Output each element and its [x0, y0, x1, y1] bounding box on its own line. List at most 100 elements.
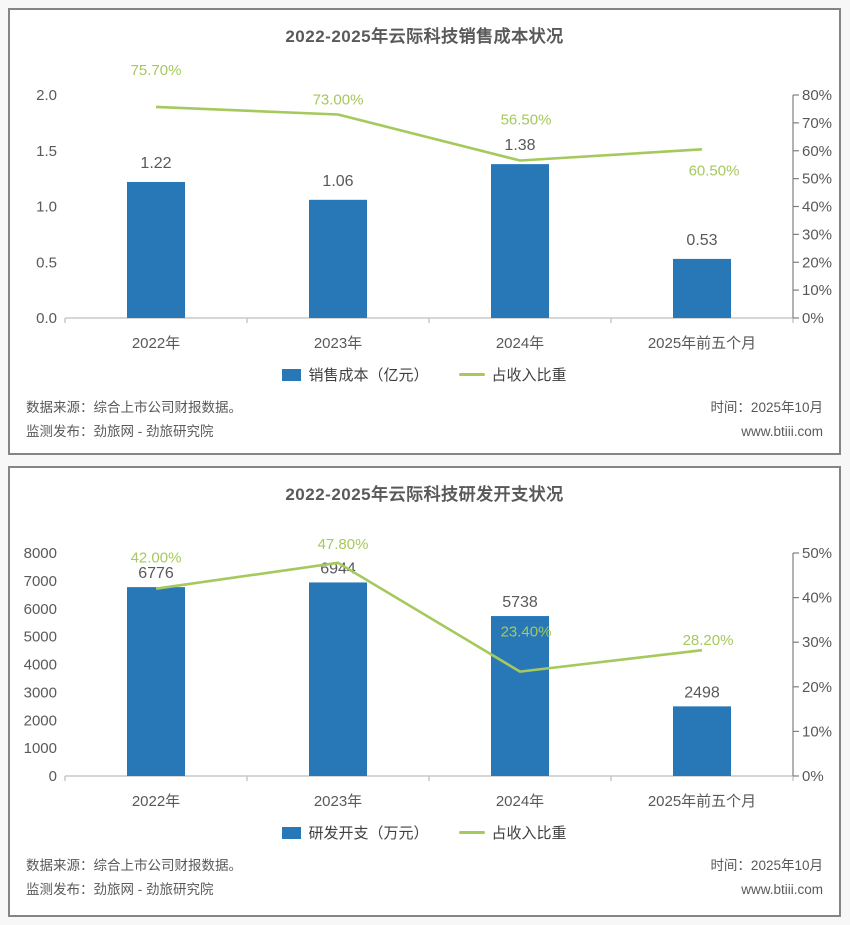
- bar: [491, 164, 549, 318]
- right-axis-tick-label: 80%: [802, 87, 832, 104]
- bar-swatch-icon: [282, 826, 302, 839]
- x-axis-labels: 2022年 2023年 2024年 2025年前五个月: [132, 335, 756, 352]
- right-axis-tick-label: 50%: [802, 171, 832, 188]
- right-axis-tick-label: 10%: [802, 282, 832, 299]
- right-axis-tick-label: 50%: [802, 545, 832, 562]
- bar-swatch-icon: [282, 368, 302, 381]
- legend-item-bar: 研发开支（万元）: [282, 822, 429, 843]
- x-category-label: 2025年前五个月: [648, 335, 756, 352]
- left-axis-tick-label: 1.5: [36, 143, 57, 160]
- footer-left: 数据来源：综合上市公司财报数据。 监测发布：劲旅网 - 劲旅研究院: [26, 854, 242, 902]
- right-axis-tick-label: 20%: [802, 254, 832, 271]
- left-axis-tick-label: 5000: [24, 629, 57, 646]
- line-swatch-icon: [458, 831, 485, 834]
- left-axis-tick-label: 4000: [24, 657, 57, 674]
- footer-left: 数据来源：综合上市公司财报数据。 监测发布：劲旅网 - 劲旅研究院: [26, 396, 242, 444]
- publisher-text: 监测发布：劲旅网 - 劲旅研究院: [26, 424, 214, 439]
- right-axis-tick-label: 70%: [802, 115, 832, 132]
- line-point-label: 75.70%: [131, 62, 182, 79]
- bars-group: 1.22 1.06 1.38 0.53: [127, 137, 731, 318]
- chart-title-rnd-spending: 2022-2025年云际科技研发开支状况: [285, 485, 564, 504]
- bar-value-label: 6776: [138, 565, 174, 582]
- line-point-label: 28.20%: [683, 632, 734, 649]
- chart-footer: 数据来源：综合上市公司财报数据。 监测发布：劲旅网 - 劲旅研究院 时间：202…: [10, 854, 839, 902]
- legend-sales-cost: 销售成本（亿元） 占收入比重: [10, 364, 839, 385]
- line-point-label: 42.00%: [131, 550, 182, 567]
- x-axis-labels: 2022年 2023年 2024年 2025年前五个月: [132, 793, 756, 810]
- left-axis-tick-label: 0: [49, 768, 57, 785]
- legend-label-bar: 研发开支（万元）: [308, 825, 429, 842]
- bar-value-label: 1.22: [140, 155, 171, 172]
- bar: [491, 616, 549, 776]
- time-text: 时间：2025年10月: [710, 400, 823, 415]
- bar-value-label: 5738: [502, 594, 538, 611]
- bar: [673, 706, 731, 776]
- right-axis-tick-label: 10%: [802, 723, 832, 740]
- left-axis: 0 1000 2000 3000 4000 5000 6000 7000 8000: [24, 545, 57, 785]
- line-point-label: 56.50%: [501, 112, 552, 129]
- footer-right: 时间：2025年10月 www.btiii.com: [710, 854, 823, 902]
- legend-label-line: 占收入比重: [491, 825, 567, 842]
- right-axis-tick-label: 60%: [802, 143, 832, 160]
- x-category-label: 2023年: [314, 793, 362, 810]
- bar: [309, 199, 367, 318]
- line-series: 42.00% 47.80% 23.40% 28.20%: [131, 536, 734, 673]
- left-axis-tick-label: 7000: [24, 573, 57, 590]
- x-category-label: 2022年: [132, 793, 180, 810]
- right-axis-tick-label: 30%: [802, 226, 832, 243]
- x-category-label: 2023年: [314, 335, 362, 352]
- bar: [127, 181, 185, 318]
- right-axis-tick-label: 0%: [802, 310, 824, 327]
- data-source-text: 数据来源：综合上市公司财报数据。: [26, 400, 242, 415]
- right-axis-tick-label: 0%: [802, 768, 824, 785]
- legend-item-line: 占收入比重: [458, 364, 567, 385]
- left-axis-tick-label: 0.0: [36, 310, 57, 327]
- left-axis-tick-label: 1000: [24, 740, 57, 757]
- line-point-label: 23.40%: [501, 624, 552, 641]
- footer-right: 时间：2025年10月 www.btiii.com: [710, 396, 823, 444]
- bar-value-label: 1.06: [322, 173, 353, 190]
- left-axis-tick-label: 3000: [24, 684, 57, 701]
- bar-value-label: 1.38: [504, 137, 535, 154]
- bar: [309, 582, 367, 776]
- rnd-spending-plot: 0 1000 2000 3000 4000 5000 6000 7000 8000 0% 10% 20…: [24, 536, 832, 810]
- x-axis: [64, 317, 794, 323]
- x-category-label: 2024年: [496, 335, 544, 352]
- line-series: 75.70% 73.00% 56.50% 60.50%: [131, 62, 740, 179]
- bar: [127, 587, 185, 776]
- data-source-text: 数据来源：综合上市公司财报数据。: [26, 858, 242, 873]
- right-axis: 0% 10% 20% 30% 40% 50%: [792, 545, 832, 785]
- x-category-label: 2022年: [132, 335, 180, 352]
- line-point-label: 60.50%: [689, 162, 740, 179]
- line-point-label: 73.00%: [313, 92, 364, 109]
- left-axis-tick-label: 1.0: [36, 199, 57, 216]
- left-axis-tick-label: 6000: [24, 601, 57, 618]
- x-category-label: 2025年前五个月: [648, 793, 756, 810]
- website-text: www.btiii.com: [741, 424, 823, 439]
- left-axis-tick-label: 0.5: [36, 254, 57, 271]
- chart-title-sales-cost: 2022-2025年云际科技销售成本状况: [285, 27, 564, 46]
- line-point-label: 47.80%: [318, 536, 369, 553]
- chart-footer: 数据来源：综合上市公司财报数据。 监测发布：劲旅网 - 劲旅研究院 时间：202…: [10, 396, 839, 444]
- legend-label-line: 占收入比重: [491, 367, 567, 384]
- legend-rnd-spending: 研发开支（万元） 占收入比重: [10, 822, 839, 843]
- sales-cost-plot: 0.0 0.5 1.0 1.5 2.0 0% 10% 20% 30% 40% 50% 60% 70% 80…: [36, 62, 832, 352]
- bar-value-label: 2498: [684, 684, 720, 701]
- legend-item-line: 占收入比重: [458, 822, 567, 843]
- right-axis-tick-label: 30%: [802, 634, 832, 651]
- bar-value-label: 0.53: [686, 232, 717, 249]
- right-axis-tick-label: 20%: [802, 679, 832, 696]
- legend-item-bar: 销售成本（亿元）: [282, 364, 429, 385]
- percentage-line: [155, 105, 703, 162]
- percentage-line: [155, 561, 703, 673]
- left-axis-tick-label: 8000: [24, 545, 57, 562]
- left-axis: 0.0 0.5 1.0 1.5 2.0: [36, 87, 57, 327]
- publisher-text: 监测发布：劲旅网 - 劲旅研究院: [26, 882, 214, 897]
- bar: [673, 258, 731, 318]
- website-text: www.btiii.com: [741, 882, 823, 897]
- left-axis-tick-label: 2000: [24, 712, 57, 729]
- chart-card-sales-cost: 0.0 0.5 1.0 1.5 2.0 0% 10% 20% 30% 40% 50% 60% 70% 80…: [8, 8, 841, 455]
- x-category-label: 2024年: [496, 793, 544, 810]
